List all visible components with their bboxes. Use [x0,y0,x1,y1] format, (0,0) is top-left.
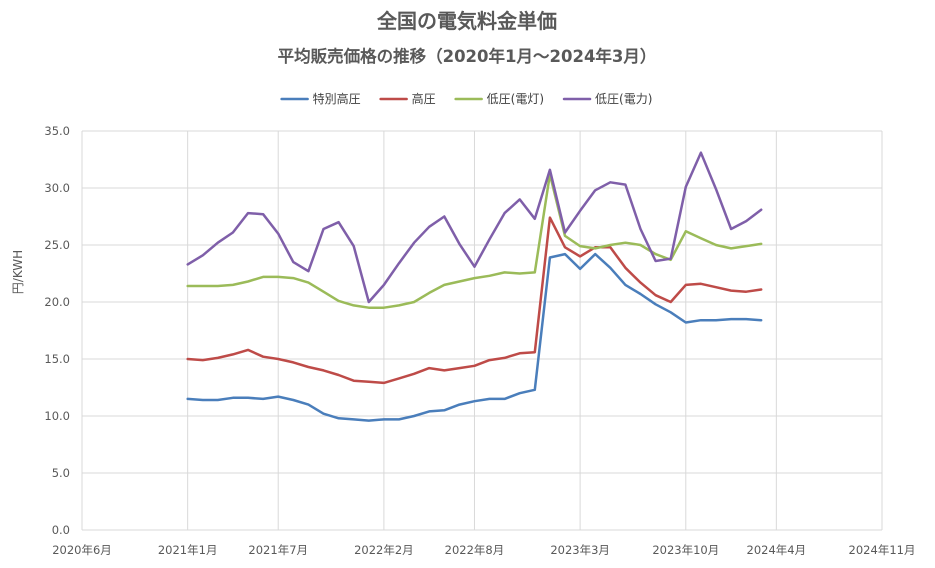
y-tick-label: 10.0 [44,409,70,423]
chart-title: 全国の電気料金単価 [376,9,557,33]
series-line-2 [186,216,763,385]
y-tick-label: 35.0 [44,124,70,138]
y-axis-label: 円/KWH [11,250,25,294]
x-tick-label: 2020年6月 [52,543,112,557]
y-tick-label: 20.0 [44,295,70,309]
y-axis-ticks: 0.0 5.0 10.0 15.0 20.0 25.0 30.0 35.0 [44,124,70,537]
legend-label-4: 低圧(電力) [595,92,652,106]
x-tick-label: 2023年10月 [652,543,719,557]
series-line-1 [186,252,763,422]
x-tick-label: 2021年7月 [248,543,308,557]
x-tick-label: 2022年8月 [445,543,505,557]
legend-label-3: 低圧(電灯) [487,92,544,106]
x-tick-label: 2021年1月 [158,543,218,557]
legend-label-2: 高圧 [412,91,436,106]
y-tick-label: 15.0 [44,352,70,366]
y-tick-label: 5.0 [52,466,70,480]
x-tick-label: 2024年4月 [747,543,807,557]
x-tick-label: 2024年11月 [849,543,916,557]
y-tick-label: 0.0 [52,523,70,537]
x-axis-ticks: 2020年6月 2021年1月 2021年7月 2022年2月 2022年8月 2023年… [52,543,915,557]
gridlines [81,130,883,531]
series-lines [186,151,763,422]
series-line-4 [186,151,763,304]
y-tick-label: 25.0 [44,238,70,252]
legend: 特別高圧 高圧 低圧(電灯) 低圧(電力) [280,91,652,106]
x-tick-label: 2022年2月 [354,543,414,557]
chart-subtitle: 平均販売価格の推移（2020年1月～2024年3月） [278,46,657,66]
series-line-3 [186,173,763,309]
legend-label-1: 特別高圧 [313,91,361,106]
x-tick-label: 2023年3月 [550,543,610,557]
y-tick-label: 30.0 [44,181,70,195]
